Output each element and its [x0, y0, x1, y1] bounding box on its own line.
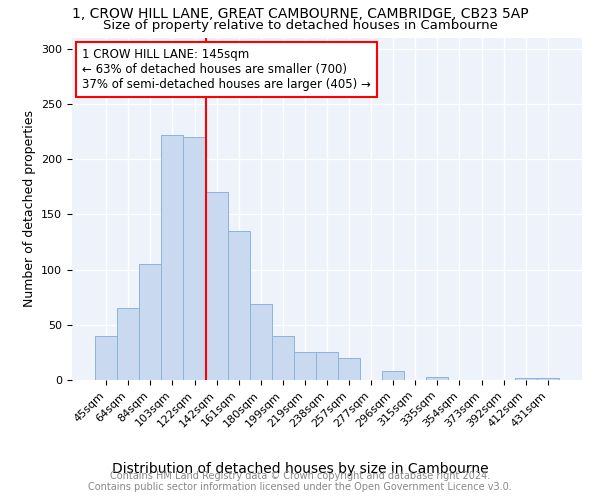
Bar: [515, 378, 537, 380]
Bar: [161, 134, 184, 380]
Text: Contains HM Land Registry data © Crown copyright and database right 2024.
Contai: Contains HM Land Registry data © Crown c…: [88, 471, 512, 492]
Bar: [139, 264, 161, 380]
Bar: [184, 137, 206, 380]
Text: 1 CROW HILL LANE: 145sqm
← 63% of detached houses are smaller (700)
37% of semi-: 1 CROW HILL LANE: 145sqm ← 63% of detach…: [82, 48, 371, 91]
Text: 1, CROW HILL LANE, GREAT CAMBOURNE, CAMBRIDGE, CB23 5AP: 1, CROW HILL LANE, GREAT CAMBOURNE, CAMB…: [71, 8, 529, 22]
Bar: [250, 304, 272, 380]
Bar: [427, 376, 448, 380]
Bar: [537, 378, 559, 380]
Bar: [382, 371, 404, 380]
Bar: [338, 358, 360, 380]
Bar: [95, 336, 117, 380]
Bar: [316, 352, 338, 380]
Text: Size of property relative to detached houses in Cambourne: Size of property relative to detached ho…: [103, 19, 497, 32]
Bar: [117, 308, 139, 380]
Bar: [206, 192, 227, 380]
Bar: [272, 336, 294, 380]
Bar: [227, 231, 250, 380]
Text: Distribution of detached houses by size in Cambourne: Distribution of detached houses by size …: [112, 462, 488, 476]
Bar: [294, 352, 316, 380]
Y-axis label: Number of detached properties: Number of detached properties: [23, 110, 35, 307]
